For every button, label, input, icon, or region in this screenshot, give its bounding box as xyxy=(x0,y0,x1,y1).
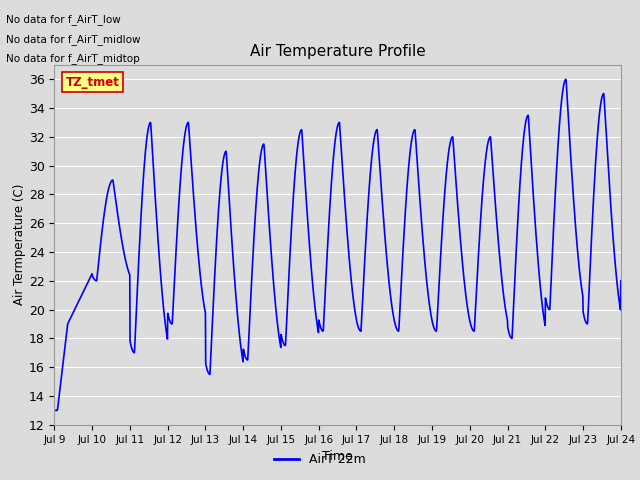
X-axis label: Time: Time xyxy=(322,450,353,463)
Text: No data for f_AirT_midlow: No data for f_AirT_midlow xyxy=(6,34,141,45)
Text: No data for f_AirT_low: No data for f_AirT_low xyxy=(6,14,121,25)
Text: No data for f_AirT_midtop: No data for f_AirT_midtop xyxy=(6,53,140,64)
Legend: AirT 22m: AirT 22m xyxy=(269,448,371,471)
Y-axis label: Air Termperature (C): Air Termperature (C) xyxy=(13,184,26,305)
Title: Air Temperature Profile: Air Temperature Profile xyxy=(250,45,426,60)
Text: TZ_tmet: TZ_tmet xyxy=(66,76,120,89)
